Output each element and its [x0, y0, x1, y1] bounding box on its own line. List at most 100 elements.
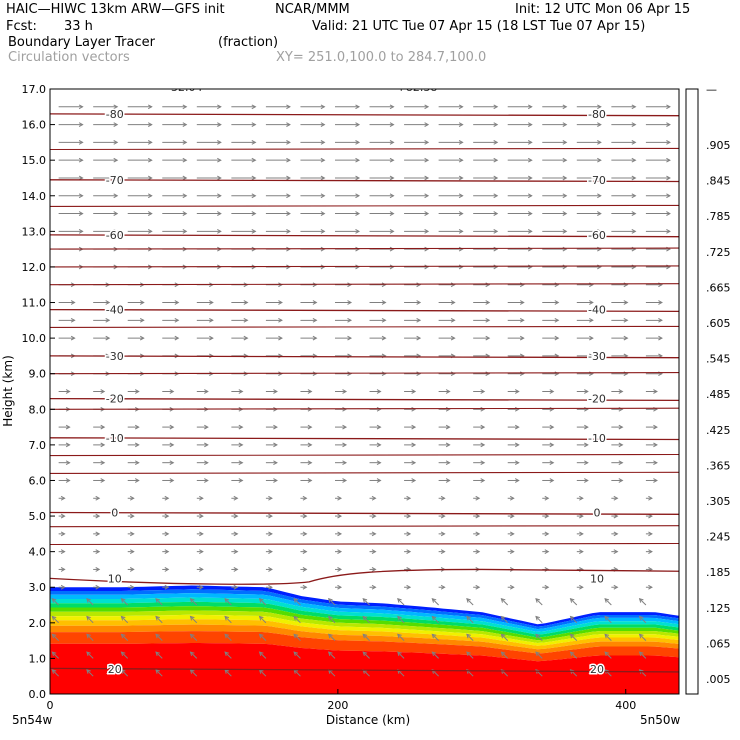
vector-arrow	[604, 633, 612, 641]
vector-head	[389, 104, 395, 110]
vector-head	[509, 584, 515, 590]
vector-arrow	[224, 598, 232, 606]
vector-arrow	[604, 651, 612, 659]
vector-head	[371, 549, 377, 555]
vector-arrow	[466, 633, 474, 641]
vector-head	[113, 104, 119, 110]
vector-head	[258, 651, 264, 657]
vector-arrow	[535, 616, 543, 624]
vector-head	[327, 597, 333, 603]
vector-head	[233, 584, 239, 590]
init-time: Init: 12 UTC Mon 06 Apr 15	[515, 2, 691, 17]
vector-head	[320, 193, 326, 199]
vector-head	[60, 495, 66, 501]
vector-head	[60, 567, 66, 572]
vector-head	[589, 300, 594, 305]
contour-label: 20	[590, 663, 604, 676]
vector-head	[458, 157, 464, 163]
vector-head	[514, 478, 520, 483]
vector-head	[233, 513, 239, 519]
contour-line	[50, 325, 679, 328]
vector-head	[589, 317, 594, 323]
vector-arrow	[535, 633, 543, 641]
vector-head	[493, 175, 499, 181]
vector-head	[65, 442, 71, 448]
vector-head	[440, 584, 446, 590]
vector-arrow	[431, 616, 439, 624]
vector-head	[307, 389, 313, 394]
vector-head	[70, 317, 76, 323]
contour-label: -10	[106, 432, 124, 445]
vector-head	[355, 211, 361, 216]
vector-head	[238, 460, 244, 466]
vector-head	[251, 193, 257, 199]
vector-head	[411, 478, 417, 483]
vector-head	[597, 122, 602, 127]
vector-head	[182, 175, 188, 181]
contour-line	[50, 525, 679, 528]
vector-head	[286, 157, 291, 163]
vector-head	[445, 406, 451, 412]
vector-arrow	[328, 651, 336, 659]
vector-head	[217, 193, 222, 199]
vector-head	[631, 175, 637, 181]
tracer-band	[50, 606, 679, 641]
vector-head	[100, 442, 106, 448]
contour-line	[50, 265, 679, 268]
vector-head	[509, 549, 515, 555]
vector-head	[147, 140, 153, 145]
vector-head	[381, 371, 387, 377]
vector-arrow	[501, 633, 509, 641]
vector-head	[134, 389, 140, 394]
vector-head	[519, 300, 525, 305]
vector-head	[589, 335, 594, 341]
x-tick-label: 0	[47, 699, 54, 712]
vector-head	[224, 633, 230, 639]
vector-head	[466, 633, 471, 639]
vector-arrow	[362, 633, 370, 641]
vector-head	[100, 460, 106, 466]
vector-head	[527, 228, 533, 234]
vector-head	[416, 317, 422, 323]
vector-head	[466, 615, 471, 621]
contour-label: 10	[590, 572, 604, 585]
vector-head	[268, 549, 273, 555]
vector-head	[129, 495, 135, 501]
vector-head	[199, 584, 204, 590]
vector-head	[209, 335, 214, 341]
y-tick-label: 3.0	[29, 581, 47, 594]
field-units: (fraction)	[218, 35, 279, 50]
vector-head	[169, 460, 175, 466]
vector-head	[658, 317, 663, 323]
vector-head	[445, 424, 451, 430]
vector-head	[397, 651, 402, 657]
vector-head	[164, 531, 170, 537]
vector-head	[51, 615, 57, 621]
vector-head	[273, 389, 278, 394]
vector-arrow	[362, 651, 370, 659]
vector-head	[164, 495, 170, 501]
vector-head	[217, 228, 222, 234]
vector-head	[105, 300, 111, 305]
vector-head	[60, 531, 66, 537]
vector-head	[189, 597, 195, 603]
vector-head	[182, 211, 188, 216]
colorbar-label: .305	[706, 495, 731, 508]
vector-head	[371, 584, 377, 590]
y-tick-label: 0.0	[29, 688, 47, 701]
vector-head	[458, 175, 464, 181]
vector-head	[268, 513, 273, 519]
vector-head	[416, 282, 422, 288]
contour-label: -60	[588, 229, 606, 242]
vector-head	[113, 193, 119, 199]
vector-head	[320, 140, 326, 145]
vector-head	[376, 442, 382, 448]
vector-head	[217, 157, 222, 163]
vector-head	[376, 389, 382, 394]
vector-head	[411, 424, 417, 430]
vector-head	[147, 193, 153, 199]
vector-arrow	[51, 651, 59, 659]
vector-head	[199, 531, 204, 537]
vector-head	[362, 651, 368, 657]
circulation-vectors	[51, 104, 671, 677]
